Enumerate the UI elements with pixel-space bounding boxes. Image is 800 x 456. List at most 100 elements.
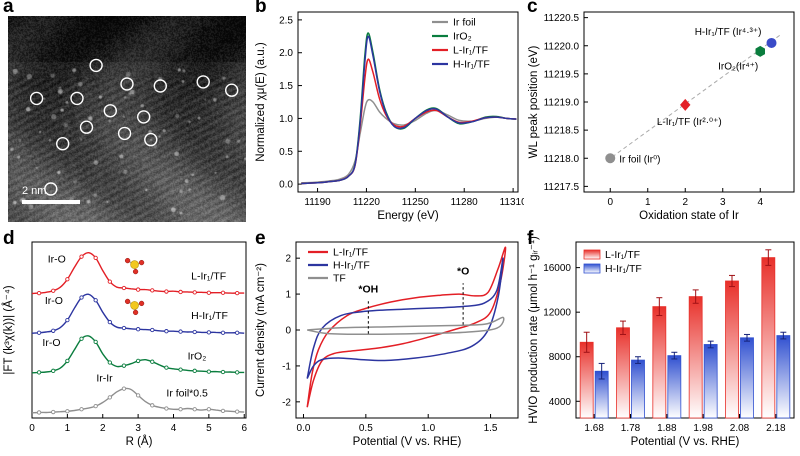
error-bar [635, 356, 641, 364]
chart-text: 3 [135, 423, 141, 434]
chart-text: Ir foil*0.5 [166, 388, 208, 400]
axis-frame [31, 241, 247, 419]
chart-text: Oxidation state of Ir [639, 210, 739, 222]
chart-text: 4000 [549, 397, 572, 408]
panel-a: a 2 nm [0, 0, 252, 232]
y-axis: 4000 8000 12000 16000 [543, 263, 580, 408]
series-line [301, 58, 517, 185]
fit-markers [36, 254, 240, 296]
panel-b: b 11190 11220 11250 11280 11310 0.0 0.5 1.0 1.5 2… [252, 0, 527, 232]
tem-overlay: 2 nm [22, 58, 239, 204]
chart-text: 11219.5 [544, 69, 580, 80]
chart-text: L-Ir₁/TF [605, 249, 640, 261]
panel-f: f 4000 8000 12000 16000 Potential (V vs. RHE… [524, 228, 800, 456]
chart-text: H-Ir₁/TF [333, 260, 370, 272]
chart-text: Ir-O [42, 337, 60, 349]
series-line [31, 335, 245, 374]
panel-label-b: b [255, 0, 267, 17]
chart-text: Ir-O [45, 295, 63, 307]
wl-peak-chart: 0 1 2 3 4 11217.5 11218.0 11218.5 11219.0 11219.5… [528, 11, 795, 222]
chart-text: 1 [65, 423, 71, 434]
data-point: IrO₂(Ir⁴⁺) [718, 45, 765, 72]
x-axis: 0 1 2 3 4 [607, 188, 763, 208]
series-line [301, 35, 517, 185]
chart-text: 1 [645, 197, 651, 208]
chart-text: 11220.5 [544, 13, 580, 24]
bar [631, 359, 645, 419]
chart-text: 2.18 [766, 423, 786, 434]
chart-text: 11217.5 [544, 182, 580, 193]
tem-image: 2 nm [8, 16, 246, 222]
error-bar [692, 289, 699, 304]
chart-text: *O [457, 265, 469, 277]
chart-text: Ir foil (Ir⁰) [619, 154, 660, 165]
bar [740, 337, 754, 419]
chart-text: 2.0 [279, 48, 293, 59]
chart-text: 11250 [402, 197, 430, 208]
chart-text: |FT (k³χ(k))| (Å⁻⁴) [2, 285, 15, 374]
error-bar [671, 351, 678, 360]
bar [688, 296, 703, 419]
chart-text: L-Ir₁/TF [333, 247, 368, 259]
chart-text: 2 [100, 423, 106, 434]
chart-text: 11218.0 [544, 154, 580, 165]
error-bar [583, 331, 590, 353]
fit-markers [36, 295, 240, 335]
chart-text: Ir foil [453, 17, 476, 29]
bar [579, 341, 594, 419]
chart-text: 0 [29, 423, 35, 434]
chart-text: *OH [358, 283, 378, 295]
chart-text: 4 [171, 423, 177, 434]
panel-label-f: f [527, 228, 534, 249]
series-line [31, 387, 245, 414]
chart-text: TF [333, 273, 346, 285]
data-point: H-Ir₁/TF (Ir⁴·³⁺) [695, 27, 777, 48]
x-axis: 0 1 2 3 4 5 6 [29, 414, 247, 434]
chart-text: -2 [282, 397, 291, 408]
fit-markers [36, 336, 240, 375]
legend: L-Ir₁/TF H-Ir₁/TF [583, 249, 642, 275]
error-bar [744, 333, 750, 342]
error-bar [729, 274, 735, 288]
series-line [301, 98, 517, 184]
chart-text: 1.68 [584, 423, 604, 434]
data-point: Ir foil (Ir⁰) [605, 153, 660, 165]
axis-frame [575, 241, 795, 419]
chart-text: L-Ir₁/TF (Ir²·⁰⁺) [657, 117, 722, 128]
chart-text: 1 [285, 290, 291, 301]
bar [761, 257, 776, 419]
chart-text: Potential (V vs. RHE) [631, 436, 740, 448]
chart-text: 0 [285, 326, 291, 337]
chart-text: 1.78 [621, 423, 641, 434]
cv-loop [307, 316, 505, 336]
chart-text: 1.5 [279, 81, 293, 92]
chart-text: 4 [757, 197, 763, 208]
chart-text: 2 nm [22, 185, 46, 197]
bar [652, 306, 667, 419]
y-axis: -2 -1 0 1 2 [282, 254, 300, 408]
chart-text: Ir-Ir [96, 373, 113, 385]
cv-loop [306, 246, 507, 408]
chart-text: IrO₂(Ir⁴⁺) [718, 61, 758, 72]
y-axis: 11217.5 11218.0 11218.5 11219.0 11219.5 11220… [544, 13, 588, 193]
chart-text: L-Ir₁/TF [191, 270, 226, 282]
chart-text: Energy (eV) [377, 210, 439, 222]
chart-text: 11310 [500, 197, 524, 208]
chart-text: 2.08 [730, 423, 750, 434]
data-point: L-Ir₁/TF (Ir²·⁰⁺) [657, 98, 722, 128]
chart-text: 5 [206, 423, 212, 434]
chart-text: WL peak position (eV) [528, 45, 540, 158]
chart-text: HVIO production rate (μmol h⁻¹ gᵢᵣ⁻¹) [528, 236, 540, 424]
chart-text: 11220.0 [544, 41, 580, 52]
chart-text: 2 [682, 197, 688, 208]
chart-text: 2 [285, 254, 291, 265]
chart-text: H-Ir₁/TF [453, 59, 490, 71]
x-axis: 1.68 1.78 1.88 1.98 2.08 2.18 [584, 414, 786, 434]
panel-label-d: d [3, 228, 15, 249]
chart-text: -1 [282, 361, 291, 372]
chart-text: L-Ir₁/TF [453, 45, 488, 57]
chart-text: 3 [720, 197, 726, 208]
y-axis: 0.0 0.5 1.0 1.5 2.0 2.5 [279, 15, 302, 191]
error-bar [598, 362, 605, 380]
